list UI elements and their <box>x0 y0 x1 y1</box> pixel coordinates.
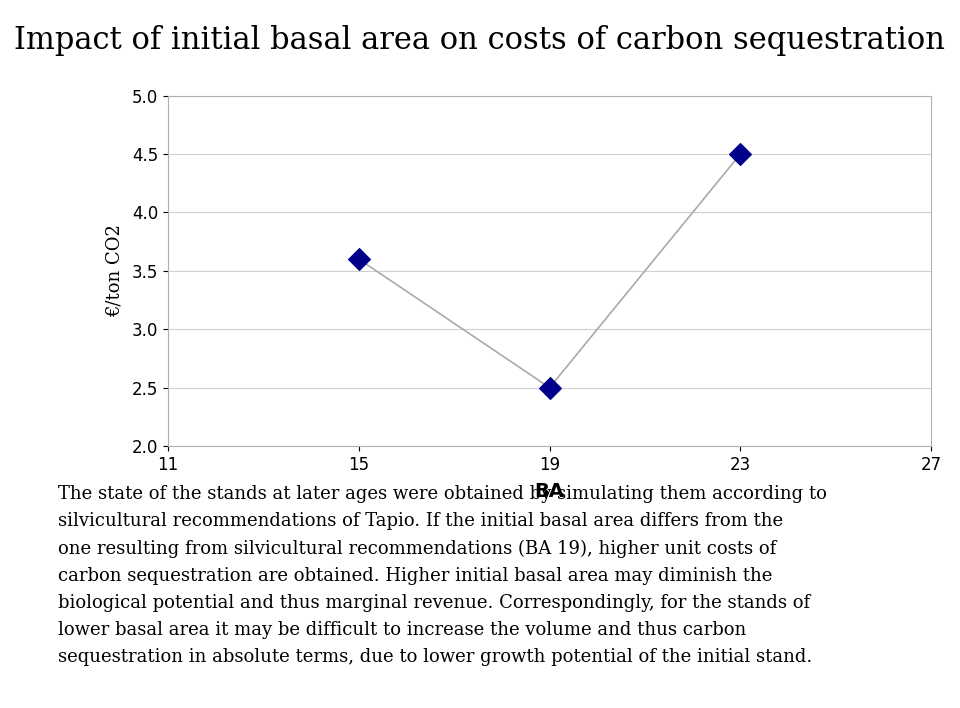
Point <box>541 382 557 394</box>
X-axis label: BA: BA <box>535 482 564 501</box>
Text: The state of the stands at later ages were obtained by simulating them according: The state of the stands at later ages we… <box>58 485 827 666</box>
Point <box>351 253 367 265</box>
Text: Impact of initial basal area on costs of carbon sequestration: Impact of initial basal area on costs of… <box>14 25 946 56</box>
Point <box>732 149 748 160</box>
Y-axis label: €/ton CO2: €/ton CO2 <box>106 224 124 317</box>
